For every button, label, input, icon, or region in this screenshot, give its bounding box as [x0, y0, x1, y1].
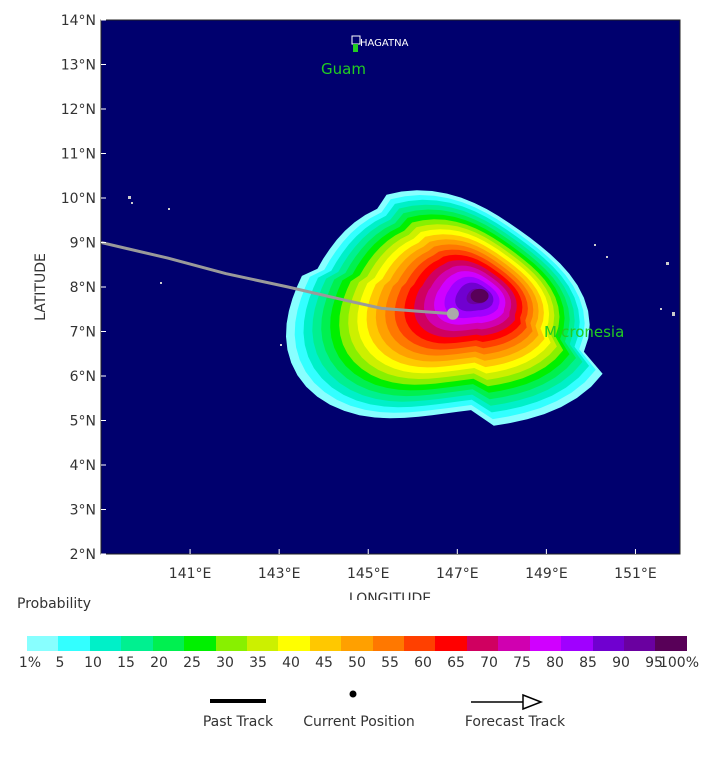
probability-contour-100: [470, 288, 489, 303]
colorbar-tick-label: 15: [117, 655, 135, 671]
y-tick-label: 12°N: [61, 102, 96, 118]
x-tick-label: 149°E: [525, 566, 568, 582]
storm-current-position: [446, 307, 459, 320]
probability-map: HAGATNA Guam Micronesia 141°E 143°E 145°E 1…: [33, 13, 681, 600]
colorbar-tick-label: 5: [55, 655, 65, 671]
y-tick-label: 13°N: [61, 58, 96, 74]
x-axis-ticks: 141°E 143°E 145°E 147°E 149°E 151°E: [169, 549, 657, 582]
place-island-label: Guam: [321, 60, 366, 78]
colorbar-tick-label: 10: [84, 655, 102, 671]
y-tick-label: 14°N: [61, 13, 96, 29]
y-tick-label: 10°N: [61, 191, 96, 207]
colorbar-swatch: [246, 636, 279, 651]
colorbar-tick-label: 35: [249, 655, 267, 671]
colorbar-tick-label: 70: [480, 655, 498, 671]
colorbar-swatch: [215, 636, 247, 651]
colorbar-tick-label: 95: [645, 655, 663, 671]
colorbar-swatch: [404, 636, 436, 651]
y-tick-label: 4°N: [70, 458, 96, 474]
colorbar-tick-label: 30: [216, 655, 234, 671]
island-specks: [128, 35, 675, 346]
y-tick-label: 9°N: [70, 236, 96, 252]
x-tick-label: 151°E: [614, 566, 657, 582]
colorbar-swatch: [27, 636, 59, 651]
x-tick-label: 143°E: [258, 566, 301, 582]
colorbar-swatch: [561, 636, 593, 651]
probability-contours: [286, 190, 603, 426]
colorbar-tick-label: 80: [546, 655, 564, 671]
place-capital-label: HAGATNA: [360, 38, 409, 49]
y-tick-label: 5°N: [70, 414, 96, 430]
colorbar-swatch: [435, 636, 467, 651]
place-region-label: Micronesia: [544, 323, 624, 341]
colorbar-tick-label: 45: [315, 655, 333, 671]
track-legend: [210, 690, 544, 711]
colorbar-tick-label: 20: [150, 655, 168, 671]
y-axis-ticks: 14°N 13°N 12°N 11°N 10°N 9°N 8°N 7°N 6°N 5°N 4°N 3°…: [61, 13, 106, 563]
legend-current-position-label: Current Position: [303, 714, 415, 730]
colorbar-tick-label: 65: [447, 655, 465, 671]
probability-colorbar: [27, 636, 687, 651]
colorbar-tick-label: 50: [348, 655, 366, 671]
current-position-symbol: [349, 690, 357, 698]
colorbar-tick-label: 60: [414, 655, 432, 671]
legend-past-track-label: Past Track: [202, 714, 274, 730]
colorbar-swatch: [655, 636, 687, 651]
colorbar-swatch: [58, 636, 90, 651]
legend-forecast-track-label: Forecast Track: [464, 714, 566, 730]
y-axis-label: LATITUDE: [33, 253, 49, 321]
probability-legend-title: Probability: [17, 596, 92, 612]
colorbar-swatch: [372, 636, 405, 651]
forecast-track-symbol: [471, 693, 544, 711]
colorbar-swatch: [184, 636, 216, 651]
x-axis-label: LONGITUDE: [349, 591, 431, 600]
colorbar-tick-label: 40: [282, 655, 300, 671]
x-tick-label: 145°E: [347, 566, 390, 582]
colorbar-swatch: [529, 636, 562, 651]
colorbar-swatch: [278, 636, 310, 651]
colorbar-swatch: [89, 636, 122, 651]
colorbar-tick-label: 25: [183, 655, 201, 671]
colorbar-swatch: [466, 636, 499, 651]
colorbar-swatch: [309, 636, 342, 651]
y-tick-label: 8°N: [70, 280, 96, 296]
colorbar-tick-label: 100%: [658, 655, 700, 671]
storm-past-track: [101, 241, 454, 316]
colorbar-tick-label: 90: [612, 655, 630, 671]
x-tick-label: 147°E: [436, 566, 479, 582]
colorbar-labels: 1% 5 10 15 20 25 30 35 40 45 50 55 60 65 70 75 80 85 90 95 1…: [0, 655, 720, 675]
colorbar-swatch: [341, 636, 373, 651]
colorbar-tick-label: 1%: [18, 655, 42, 671]
colorbar-swatch: [121, 636, 153, 651]
y-tick-label: 11°N: [61, 147, 96, 163]
y-tick-label: 7°N: [70, 325, 96, 341]
colorbar-swatch: [592, 636, 625, 651]
y-tick-label: 2°N: [70, 547, 96, 563]
colorbar-tick-label: 85: [579, 655, 597, 671]
colorbar-tick-label: 55: [381, 655, 399, 671]
colorbar-tick-label: 75: [513, 655, 531, 671]
y-tick-label: 6°N: [70, 369, 96, 385]
colorbar-swatch: [152, 636, 185, 651]
x-tick-label: 141°E: [169, 566, 212, 582]
colorbar-swatch: [498, 636, 530, 651]
colorbar-swatch: [624, 636, 656, 651]
y-tick-label: 3°N: [70, 503, 96, 519]
